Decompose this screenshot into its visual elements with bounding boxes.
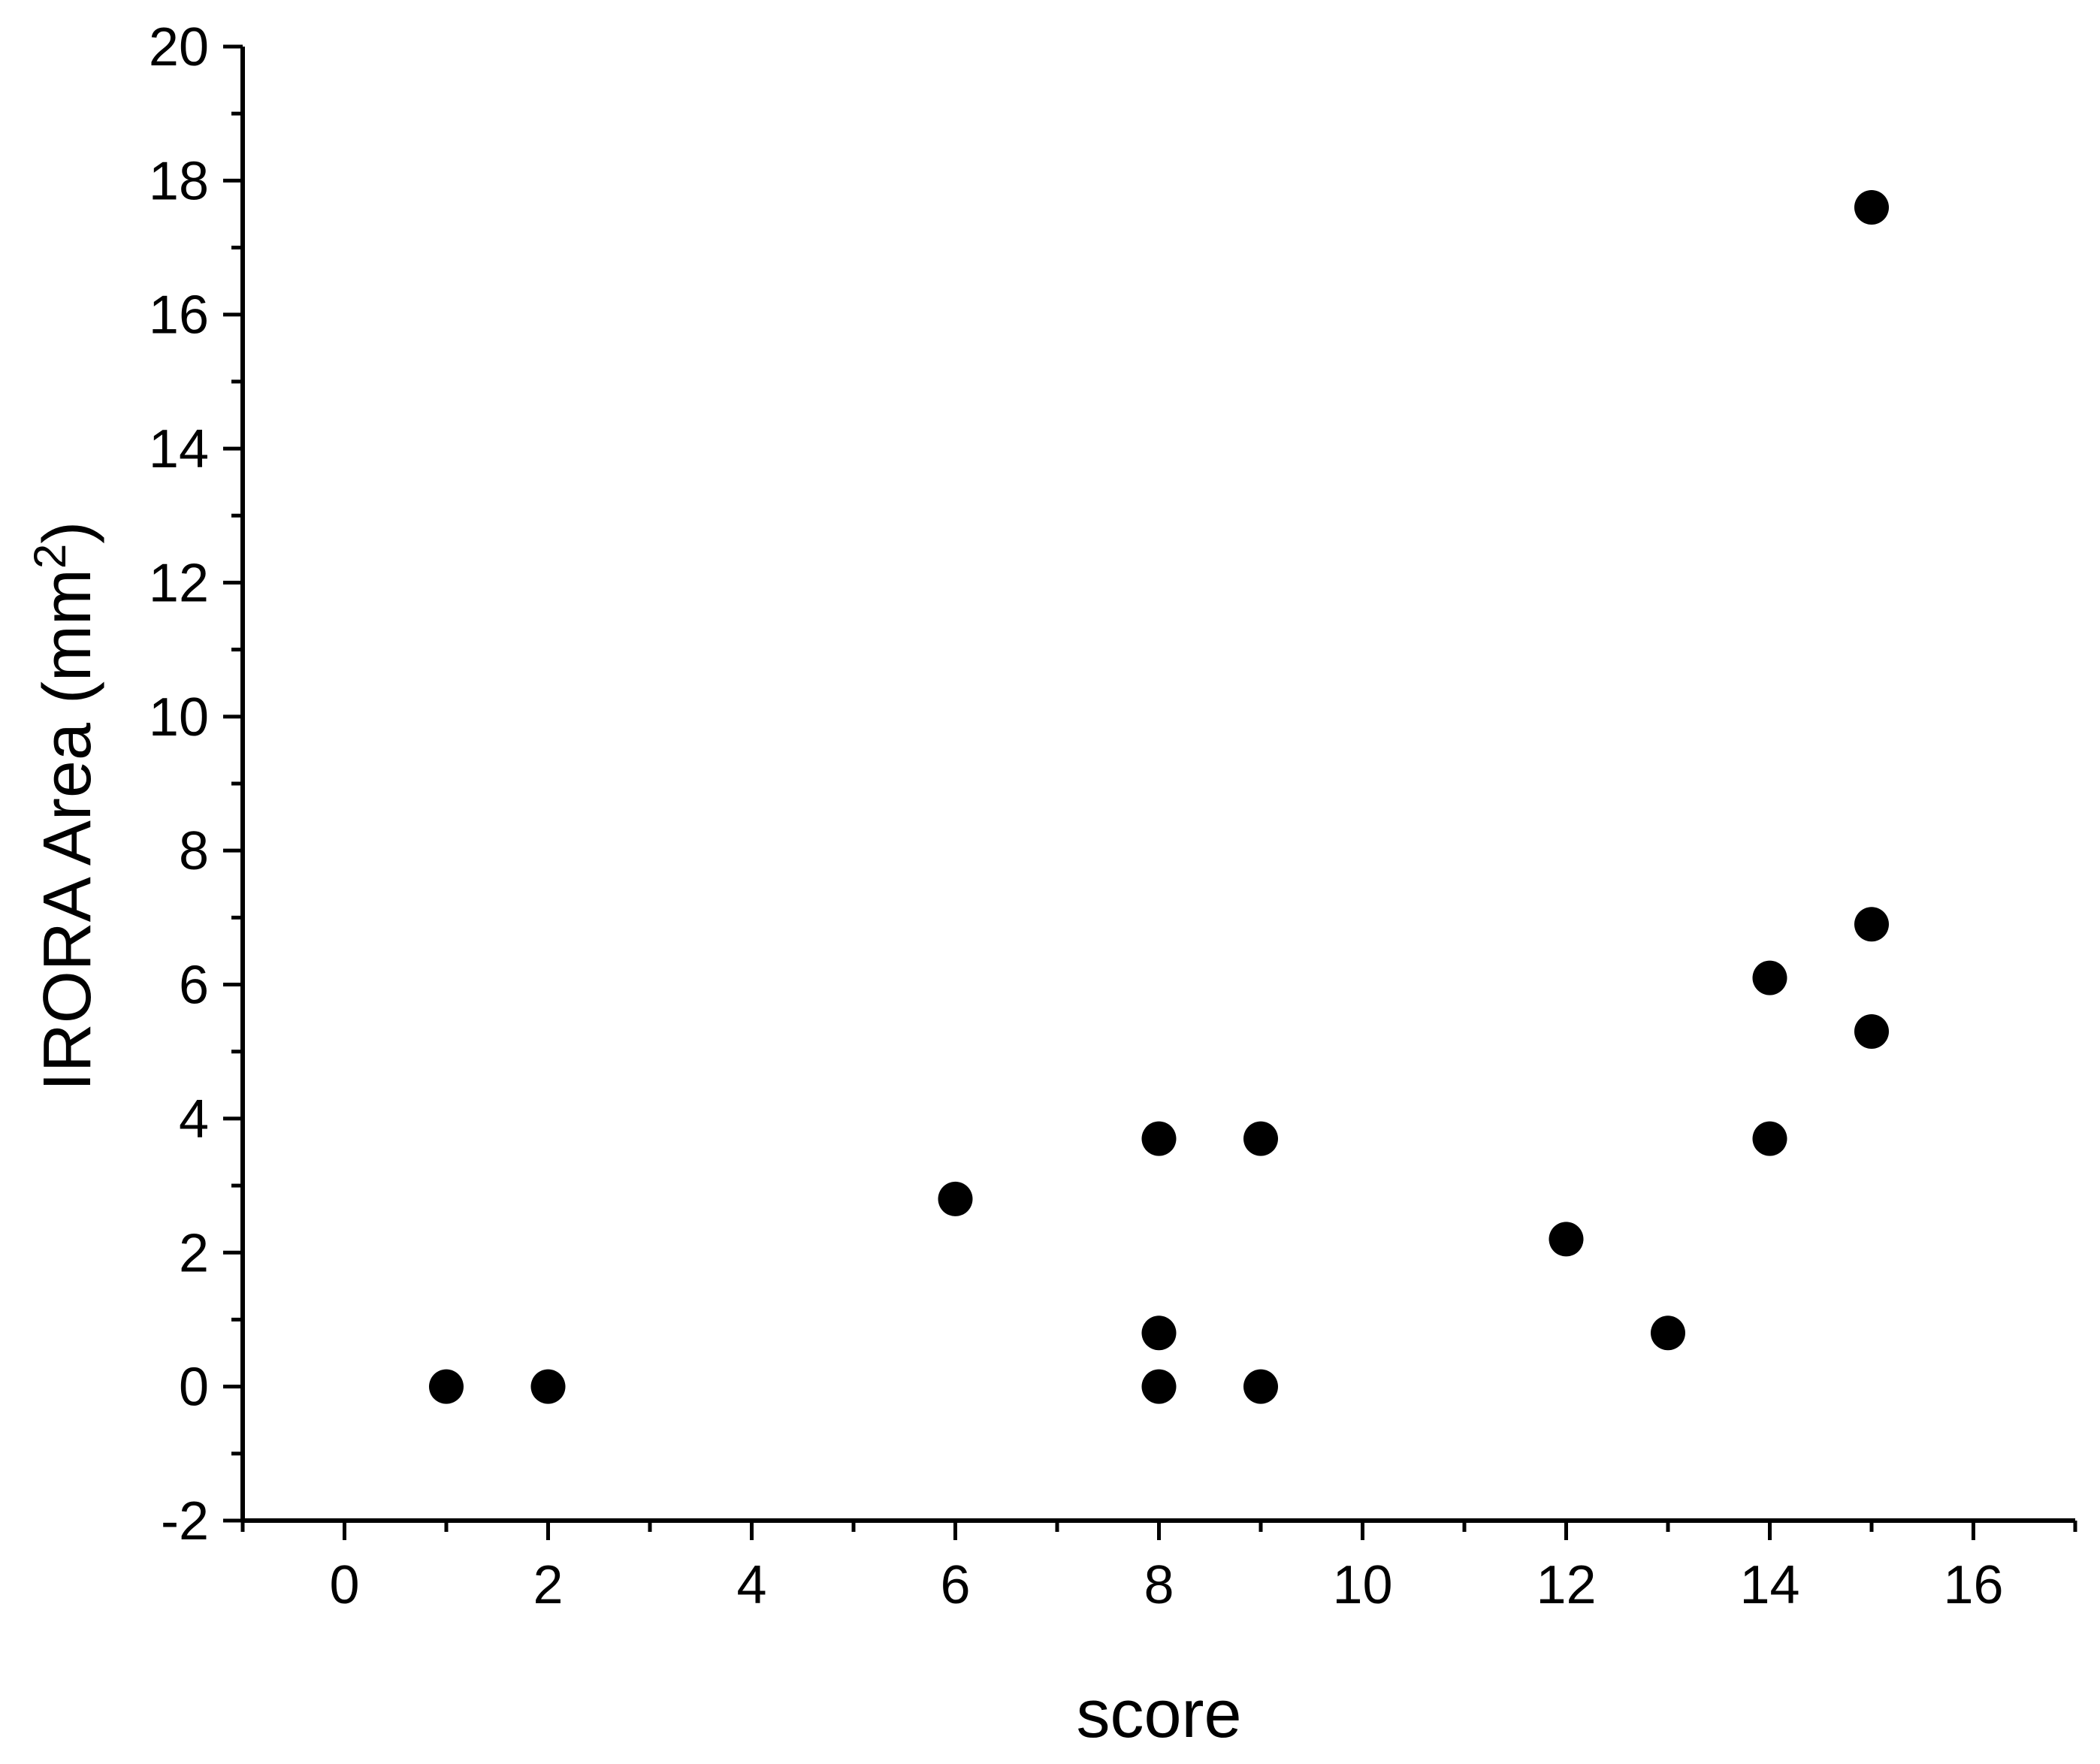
y-tick-label: 20 <box>149 17 209 77</box>
x-tick-label: 16 <box>1943 1555 2003 1615</box>
x-tick-label: 10 <box>1332 1555 1392 1615</box>
y-tick-label: 2 <box>179 1223 209 1283</box>
axes <box>240 47 2075 1523</box>
data-point <box>1854 907 1889 942</box>
y-tick-label: 16 <box>149 285 209 346</box>
data-point <box>1141 1369 1177 1404</box>
x-tick-label: 14 <box>1739 1555 1799 1615</box>
y-tick-label: 10 <box>149 687 209 748</box>
data-point <box>1243 1369 1278 1404</box>
data-point <box>1141 1315 1177 1351</box>
y-tick-label: 4 <box>179 1089 209 1149</box>
data-point <box>1854 190 1889 225</box>
y-tick-label: 6 <box>179 956 209 1016</box>
x-tick-label: 0 <box>329 1555 359 1615</box>
y-axis-ticks: -2 0 2 4 6 8 10 12 14 16 18 20 <box>149 17 243 1551</box>
y-tick-label: 0 <box>179 1358 209 1418</box>
data-point <box>1651 1315 1685 1351</box>
data-point <box>1549 1222 1584 1257</box>
y-tick-label: 12 <box>149 553 209 613</box>
data-point <box>530 1369 566 1404</box>
data-points <box>429 190 1889 1404</box>
data-point <box>1243 1121 1278 1156</box>
x-tick-label: 2 <box>533 1555 563 1615</box>
x-tick-label: 12 <box>1536 1555 1596 1615</box>
y-tick-label: -2 <box>161 1491 209 1551</box>
x-tick-label: 8 <box>1144 1555 1174 1615</box>
data-point <box>938 1181 973 1216</box>
y-axis-title-close: ) <box>30 521 105 544</box>
y-axis-title: IRORA Area (mm2) <box>25 521 106 1092</box>
x-tick-label: 6 <box>940 1555 970 1615</box>
y-axis-title-main: IRORA Area (mm <box>30 569 105 1091</box>
data-point <box>1752 960 1787 995</box>
y-tick-label: 14 <box>149 419 209 479</box>
y-tick-label: 8 <box>179 821 209 881</box>
data-point <box>1854 1013 1889 1049</box>
x-axis-title: score <box>1076 1677 1241 1752</box>
x-axis-ticks: 0 2 4 6 8 10 12 14 16 <box>240 1521 2077 1615</box>
data-point <box>429 1369 464 1404</box>
data-point <box>1752 1121 1787 1156</box>
data-point <box>1141 1121 1177 1156</box>
y-tick-label: 18 <box>149 151 209 211</box>
y-axis-title-superscript: 2 <box>25 544 75 569</box>
x-tick-label: 4 <box>736 1555 766 1615</box>
